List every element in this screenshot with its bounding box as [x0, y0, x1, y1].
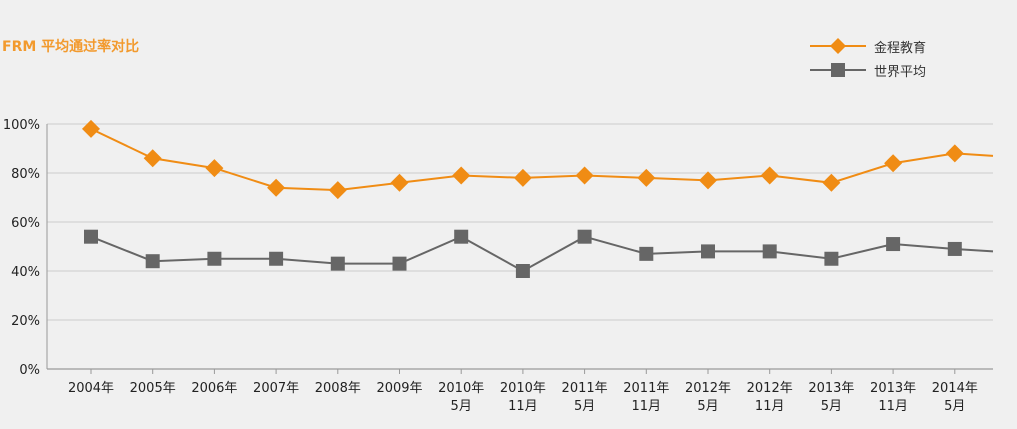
data-point-jincheng [822, 173, 841, 192]
x-tick-label: 2012年 5月 [685, 381, 731, 414]
data-point-jincheng [328, 181, 347, 200]
x-tick-label: 2004年 [68, 381, 114, 396]
y-tick-label: 0% [19, 363, 40, 378]
y-tick-label: 80% [11, 167, 40, 182]
x-tick-label: 2013年 5月 [808, 381, 854, 414]
data-point-jincheng [575, 166, 594, 185]
x-tick-label: 2013年 11月 [870, 381, 916, 414]
data-point-world [269, 251, 284, 266]
y-tick-label: 100% [3, 118, 40, 133]
data-point-jincheng [513, 168, 532, 187]
data-point-jincheng [452, 166, 471, 185]
data-point-jincheng [699, 171, 717, 190]
data-point-jincheng [205, 159, 224, 178]
data-point-jincheng [884, 154, 903, 173]
data-point-jincheng [760, 166, 779, 185]
y-tick-label: 20% [11, 314, 40, 329]
data-point-world [392, 256, 407, 271]
x-tick-label: 2010年 11月 [500, 381, 546, 414]
data-point-jincheng [637, 168, 656, 187]
diamond-icon [810, 38, 866, 54]
data-point-world [515, 264, 530, 278]
plot-area [47, 124, 993, 369]
x-tick-label: 2011年 5月 [562, 381, 608, 414]
x-tick-label: 2005年 [130, 381, 176, 396]
y-tick-label: 40% [11, 265, 40, 280]
series-line-jincheng [90, 127, 994, 192]
y-tick-label: 60% [11, 216, 40, 231]
data-point-jincheng [143, 149, 162, 168]
square-icon [810, 63, 866, 77]
data-point-jincheng [267, 178, 286, 197]
data-point-world [145, 254, 160, 269]
x-tick-label: 2007年 [253, 381, 299, 396]
data-point-world [701, 244, 715, 259]
data-point-world [207, 251, 222, 266]
data-point-world [84, 229, 98, 244]
x-tick-label: 2008年 [315, 381, 361, 396]
legend-item-jincheng: 金程教育 [810, 34, 926, 58]
data-point-world [577, 229, 592, 244]
x-tick-label: 2012年 11月 [747, 381, 793, 414]
x-tick-label: 2014年 5月 [932, 381, 978, 414]
series-line-world [90, 235, 994, 273]
data-point-world [824, 251, 839, 266]
legend-item-world: 世界平均 [810, 58, 926, 82]
data-point-jincheng [945, 144, 964, 163]
chart-title: FRM 平均通过率对比 [2, 39, 140, 55]
data-point-world [639, 246, 654, 261]
legend: 金程教育 世界平均 [810, 34, 926, 82]
x-tick-label: 2009年 [376, 381, 422, 396]
x-tick-label: 2010年 5月 [438, 381, 484, 414]
data-point-jincheng [82, 119, 100, 138]
x-tick-label: 2006年 [191, 381, 237, 396]
legend-label-jincheng: 金程教育 [874, 40, 927, 56]
data-point-world [886, 237, 901, 252]
data-point-world [762, 244, 777, 259]
data-point-world [330, 256, 345, 271]
x-tick-label: 2011年 11月 [623, 381, 669, 414]
data-point-jincheng [390, 173, 409, 192]
data-point-world [454, 229, 469, 244]
data-point-world [947, 241, 962, 256]
legend-label-world: 世界平均 [874, 64, 927, 80]
